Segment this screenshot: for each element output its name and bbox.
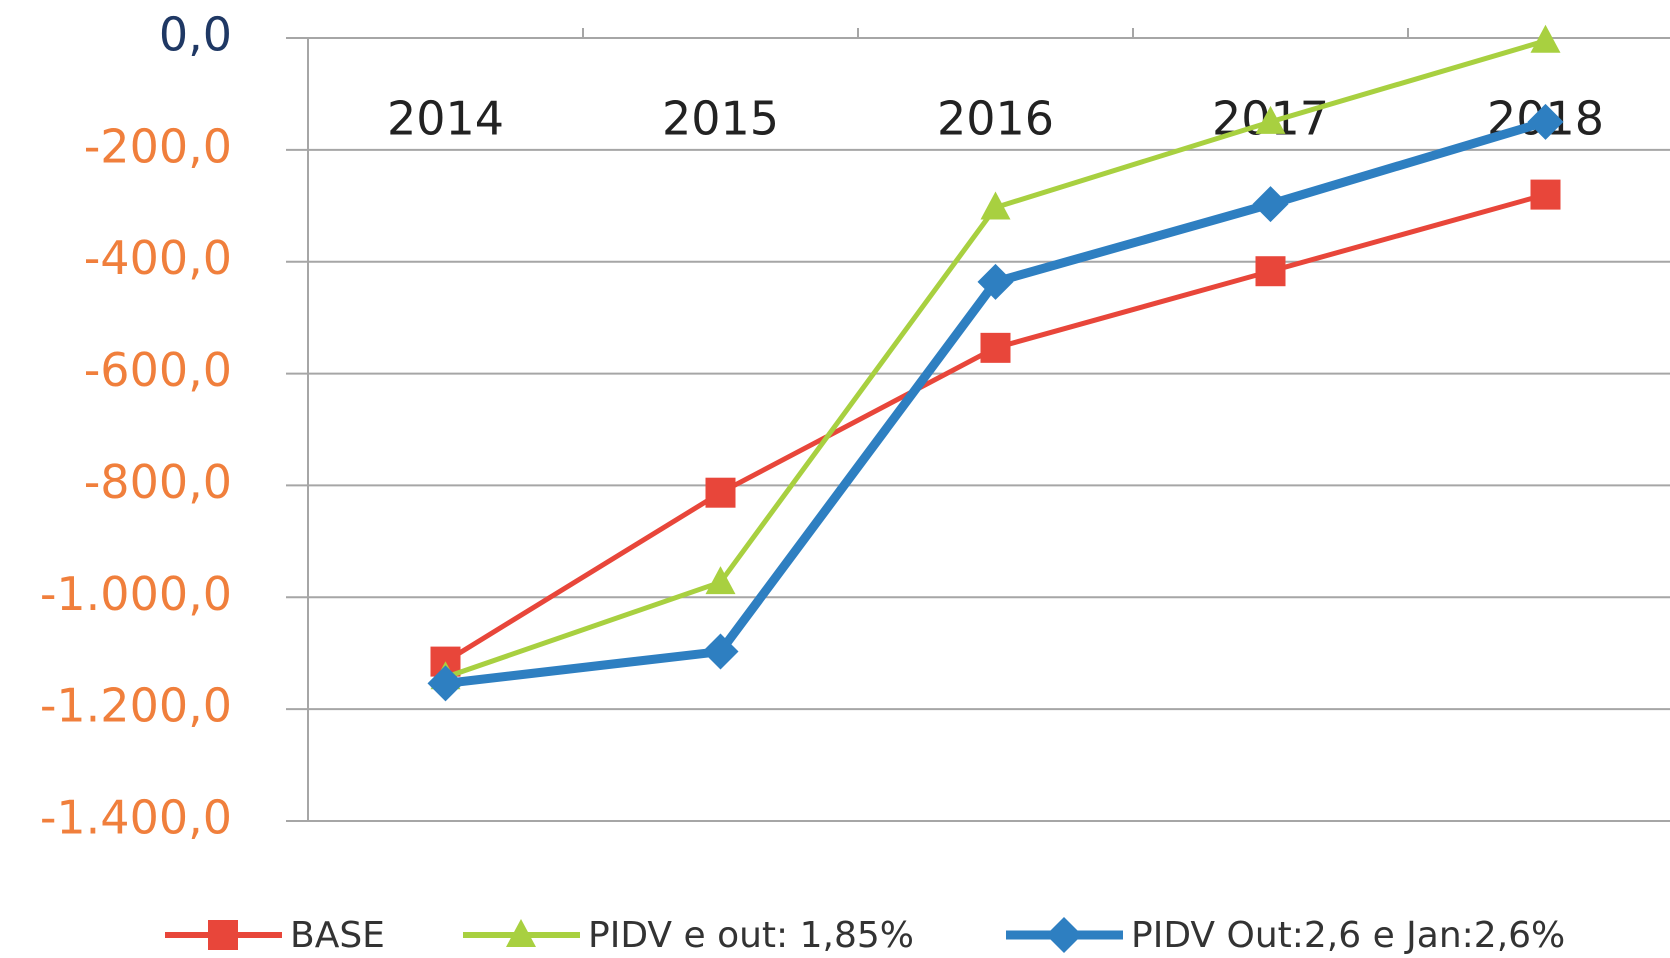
y-tick-label: -1.200,0	[40, 679, 232, 733]
series	[427, 24, 1564, 702]
marker	[980, 191, 1011, 220]
marker	[705, 566, 736, 595]
marker	[980, 332, 1011, 363]
y-tick-label: -600,0	[84, 343, 232, 397]
marker	[702, 633, 739, 670]
marker	[506, 919, 536, 947]
marker	[1046, 917, 1082, 953]
legend-label: BASE	[290, 915, 385, 954]
legend-label: PIDV e out: 1,85%	[588, 915, 914, 954]
marker	[427, 665, 464, 702]
marker	[977, 263, 1014, 300]
marker	[1252, 186, 1289, 223]
marker	[1530, 24, 1561, 53]
y-tick-label: -1.400,0	[40, 791, 232, 845]
axes: 0,0 -200,0 -400,0 -600,0 -800,0 -1.000,0 -1.20…	[40, 8, 1604, 845]
x-tick-label: 2016	[937, 92, 1054, 146]
y-tick-label: -200,0	[84, 119, 232, 173]
marker	[208, 920, 238, 950]
grid	[308, 37, 1670, 822]
y-tick-label: -800,0	[84, 455, 232, 509]
marker	[1255, 256, 1286, 287]
x-tick-label: 2015	[662, 92, 779, 146]
legend-label: PIDV Out:2,6 e Jan:2,6%	[1131, 915, 1565, 954]
y-tick-label: 0,0	[159, 8, 232, 62]
marker	[1255, 105, 1286, 134]
y-tick-label: -400,0	[84, 231, 232, 285]
marker	[1530, 179, 1561, 210]
y-tick-label: -1.000,0	[40, 567, 232, 621]
marker	[1527, 103, 1564, 140]
marker	[705, 477, 736, 508]
legend: BASE PIDV e out: 1,85% PIDV Out:2,6 e Jan:…	[165, 915, 1565, 956]
x-tick-label: 2014	[387, 92, 504, 146]
